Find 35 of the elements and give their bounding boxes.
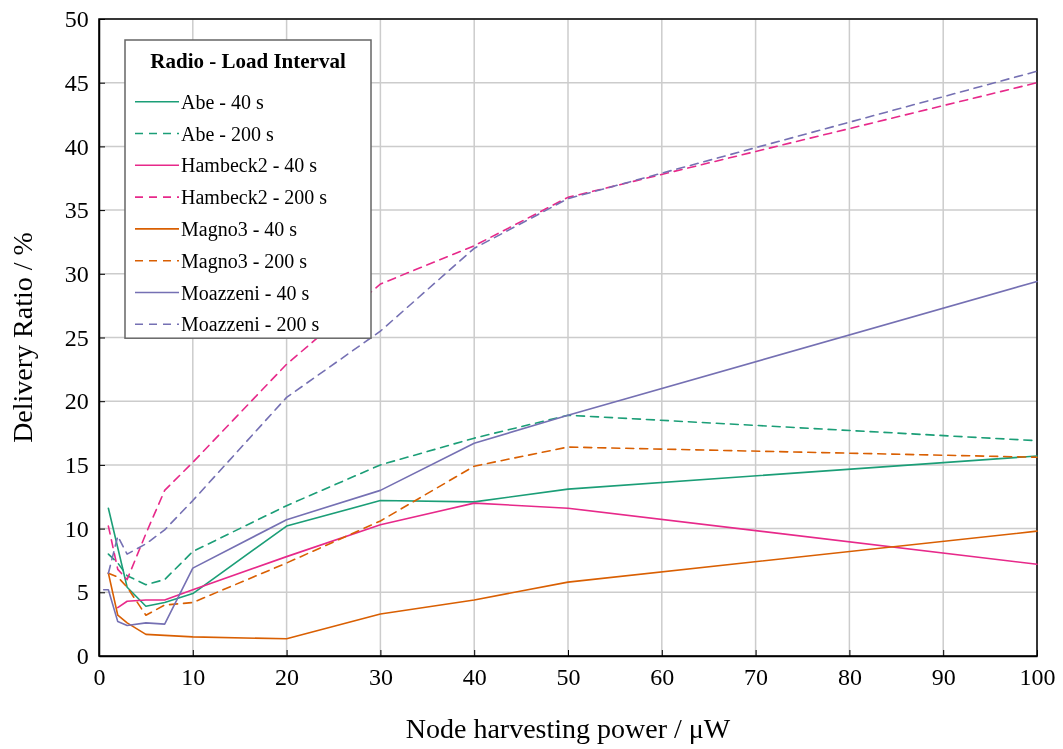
y-tick-label: 40 [64, 133, 89, 160]
x-tick-label: 90 [931, 664, 956, 691]
y-tick-label: 5 [76, 579, 89, 606]
x-tick-label: 30 [368, 664, 393, 691]
legend-label: Hambeck2 - 200 s [181, 186, 328, 209]
x-tick-label: 10 [181, 664, 206, 691]
legend-title: Radio - Load Interval [150, 49, 346, 73]
x-tick-label: 100 [1019, 664, 1056, 691]
legend-label: Hambeck2 - 40 s [181, 154, 318, 177]
y-tick-label: 50 [64, 6, 89, 33]
y-tick-label: 10 [64, 515, 89, 542]
legend-label: Moazzeni - 200 s [181, 313, 320, 336]
line-series [102, 280, 1038, 627]
x-tick-label: 40 [462, 664, 487, 691]
y-tick-label: 45 [64, 69, 89, 96]
y-tick-label: 25 [64, 324, 89, 351]
legend-label: Abe - 40 s [181, 90, 264, 113]
x-tick-label: 50 [556, 664, 581, 691]
y-tick-label: 20 [64, 388, 89, 415]
y-axis-title: Delivery Ratio / % [7, 232, 38, 443]
legend-label: Magno3 - 200 s [181, 249, 308, 273]
line-series [116, 502, 1038, 609]
x-axis-title: Node harvesting power / μW [405, 713, 731, 744]
x-tick-label: 80 [837, 664, 862, 691]
y-tick-label: 15 [64, 452, 89, 479]
legend-label: Moazzeni - 40 s [181, 281, 310, 304]
y-tick-label: 35 [64, 197, 89, 224]
x-tick-label: 0 [93, 664, 106, 691]
y-tick-label: 0 [76, 643, 89, 670]
x-tick-label: 60 [650, 664, 675, 691]
legend-label: Abe - 200 s [181, 122, 274, 145]
x-tick-label: 20 [275, 664, 300, 691]
x-tick-label: 70 [744, 664, 769, 691]
legend-label: Magno3 - 40 s [181, 217, 298, 241]
y-tick-label: 30 [64, 260, 89, 287]
